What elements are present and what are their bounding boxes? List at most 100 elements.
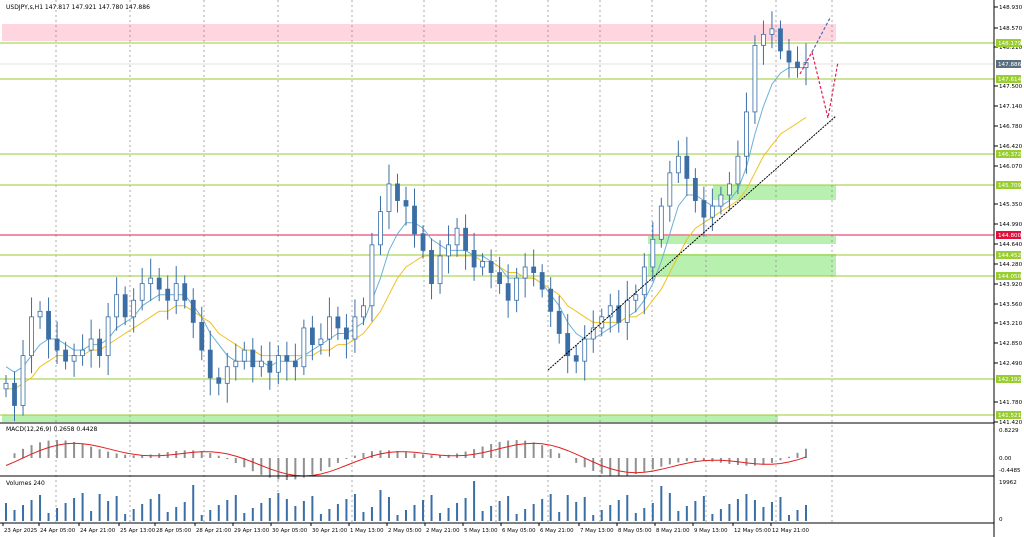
time-tick-label: 8 May 21:00 — [656, 528, 690, 534]
candle-body — [727, 183, 732, 196]
time-tick-label: 12 May 21:00 — [772, 528, 810, 534]
candle-body — [556, 310, 562, 334]
candle-body — [267, 360, 273, 373]
candle-body — [122, 294, 128, 318]
candle-body — [624, 299, 630, 323]
level-badge-label: 146.372 — [998, 152, 1021, 158]
candle-body — [701, 200, 707, 218]
level-badge-label: 147.614 — [998, 77, 1022, 83]
level-badge — [996, 272, 1021, 280]
candle-body — [582, 338, 588, 362]
candle-body — [335, 316, 341, 329]
candle-body — [454, 227, 460, 246]
candle-body — [114, 294, 120, 318]
candle-body — [63, 349, 68, 362]
candle-body — [641, 266, 647, 296]
candle-body — [88, 338, 94, 351]
price-tick-label: 141.780 — [999, 400, 1023, 406]
candle-body — [616, 305, 622, 323]
candle-body — [182, 283, 188, 301]
zone-layer — [2, 24, 836, 422]
candle-body — [46, 310, 51, 340]
trend-line[interactable] — [547, 17, 839, 371]
candle-body — [29, 316, 34, 357]
projection-path-down — [799, 50, 839, 119]
candle-body — [463, 227, 468, 251]
candle-body — [684, 155, 690, 179]
demand-zone — [2, 415, 778, 422]
price-tick-label: 145.350 — [999, 202, 1023, 208]
time-tick-label: 2 May 21:00 — [426, 528, 460, 534]
volume-tick-label: 19962 — [999, 480, 1017, 486]
candle-body — [505, 283, 511, 301]
level-badges: 148.179 147.886 147.614 146.372 145.709 144.8… — [996, 39, 1022, 419]
price-tick-label: 146.420 — [999, 144, 1023, 150]
time-tick-label: 6 May 21:00 — [540, 528, 574, 534]
macd-tick-label: -0.4485 — [999, 468, 1021, 474]
candle-body — [709, 205, 715, 218]
level-badge-label: 142.192 — [998, 377, 1021, 383]
candle-body — [692, 177, 698, 201]
candle-body — [54, 338, 60, 351]
price-tick-label: 141.420 — [999, 420, 1023, 426]
level-badge — [996, 60, 1021, 68]
time-tick-label: 8 May 05:00 — [618, 528, 652, 534]
level-badge-label: 148.179 — [998, 41, 1022, 47]
candles — [3, 11, 809, 422]
candle-body — [658, 205, 664, 240]
candle-body — [241, 349, 247, 362]
candle-body — [301, 327, 307, 368]
candle-body — [165, 288, 171, 301]
level-badge-label: 144.452 — [998, 253, 1021, 259]
candle-body — [403, 200, 409, 207]
candle-body — [778, 28, 783, 52]
macd-tick-label: 0.8229 — [999, 428, 1019, 434]
candle-body — [471, 249, 477, 268]
candle-body — [207, 349, 213, 379]
candle-body — [352, 316, 358, 340]
time-tick-label: 24 Apr 05:00 — [40, 528, 76, 534]
price-tick-label: 148.570 — [999, 26, 1023, 32]
candle-body — [607, 305, 613, 318]
price-tick-label: 143.210 — [999, 321, 1023, 327]
candle-body — [309, 327, 315, 345]
level-badge — [996, 181, 1021, 189]
price-tick-label: 147.500 — [999, 84, 1023, 90]
demand-zone — [648, 254, 836, 276]
candle-body — [216, 377, 222, 384]
volume-panel — [5, 481, 807, 521]
candle-body — [744, 111, 749, 157]
candle-body — [522, 266, 528, 279]
macd-label: MACD(12,26,9) 0.2658 0.4428 — [6, 426, 98, 433]
time-tick-label: 28 Apr 05:00 — [156, 528, 192, 534]
candle-body — [786, 50, 792, 63]
level-badge — [996, 75, 1021, 83]
candle-body — [173, 283, 179, 301]
level-badge — [996, 150, 1021, 158]
demand-zone — [648, 236, 836, 244]
candle-body — [429, 249, 434, 285]
trend-line-segment[interactable] — [547, 115, 837, 371]
candle-body — [378, 211, 383, 246]
candle-body — [369, 244, 375, 307]
price-tick-label: 143.560 — [999, 302, 1023, 308]
level-badge — [996, 39, 1021, 47]
time-tick-label: 23 Apr 2025 — [4, 528, 37, 534]
ma-slow-line — [6, 116, 807, 390]
time-tick-label: 1 May 13:00 — [350, 528, 384, 534]
candle-body — [718, 194, 724, 207]
level-badge-label: 144.050 — [998, 274, 1022, 280]
level-badge — [996, 411, 1021, 419]
candle-body — [539, 272, 545, 290]
price-tick-label: 146.070 — [999, 164, 1023, 170]
candle-body — [420, 233, 426, 251]
candle-body — [761, 33, 766, 46]
level-badge-label: 145.709 — [998, 183, 1022, 189]
candle-body — [199, 322, 205, 351]
grid-layer — [55, 0, 833, 523]
time-tick-label: 12 May 05:00 — [734, 528, 772, 534]
candle-body — [284, 355, 290, 362]
price-tick-label: 146.780 — [999, 124, 1023, 130]
